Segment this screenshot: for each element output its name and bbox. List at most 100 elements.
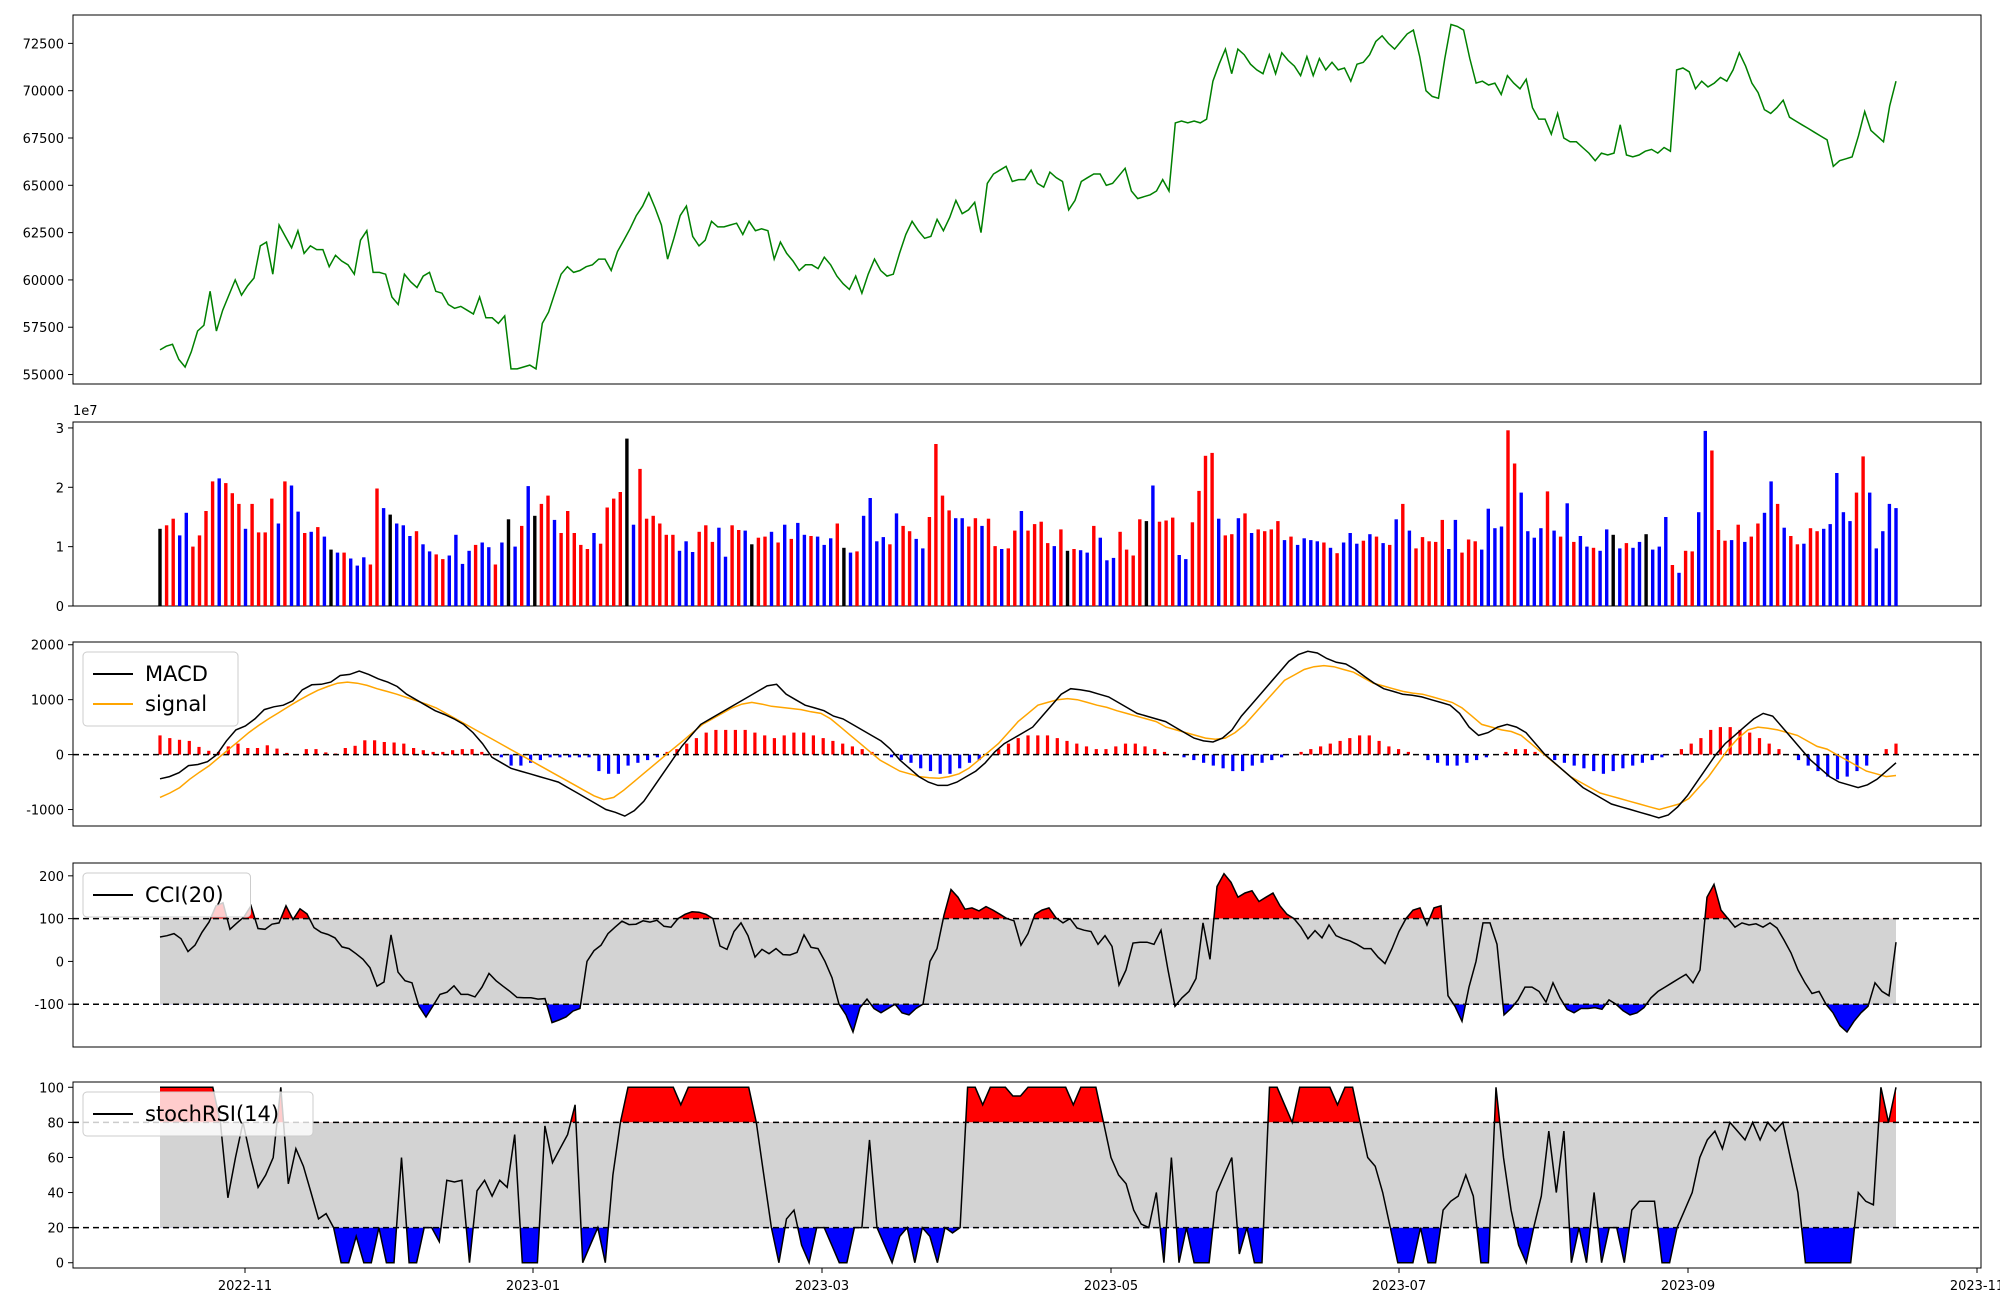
macd-histogram-bar <box>1036 735 1040 755</box>
volume-bar <box>684 541 688 606</box>
panel-1-ytick-label: 0 <box>56 600 64 615</box>
macd-histogram-bar <box>1094 749 1098 755</box>
volume-bar <box>1789 536 1793 606</box>
signal-line <box>159 664 1897 811</box>
macd-histogram-bar <box>470 749 474 755</box>
macd-histogram-bar <box>1796 754 1801 761</box>
volume-bar <box>1118 531 1122 606</box>
panel-4-ytick-label: 20 <box>47 1222 64 1237</box>
volume-bar <box>1223 535 1227 606</box>
volume-bar <box>270 498 274 606</box>
volume-bar <box>1499 526 1504 606</box>
macd-histogram-bar <box>460 749 464 755</box>
panel-4-ytick-label: 0 <box>56 1257 64 1272</box>
volume-bar <box>1480 549 1484 606</box>
volume-bar <box>421 544 425 606</box>
volume-bar <box>1348 533 1352 606</box>
volume-bar <box>1861 456 1865 606</box>
panel-0-ytick-label: 72500 <box>23 37 64 52</box>
xtick-label: 2023-03 <box>795 1279 849 1294</box>
panel-2-ytick-label: -1000 <box>26 804 64 819</box>
volume-bar <box>1565 503 1569 606</box>
volume-bar <box>1289 536 1293 606</box>
volume-bar <box>947 510 951 606</box>
macd-histogram-bar <box>1143 746 1147 755</box>
volume-bar <box>1065 550 1070 606</box>
volume-bar <box>677 550 682 606</box>
volume-bar <box>1203 455 1208 606</box>
volume-bar <box>1578 536 1583 606</box>
volume-bar <box>408 536 412 606</box>
macd-histogram-bar <box>431 751 435 755</box>
volume-bar <box>769 531 774 606</box>
macd-histogram-bar <box>441 751 445 755</box>
volume-bar <box>848 552 853 606</box>
volume-bar <box>342 552 346 606</box>
macd-histogram-bar <box>1611 754 1615 772</box>
macd-histogram-bar <box>1377 740 1381 755</box>
volume-bar <box>1111 557 1116 606</box>
volume-bar <box>1868 492 1872 606</box>
volume-bar <box>618 492 622 606</box>
macd-histogram-bar <box>714 729 718 755</box>
volume-bar <box>1591 547 1596 606</box>
volume-bar <box>493 564 498 606</box>
volume-bar <box>592 533 596 606</box>
volume-bar <box>1466 539 1471 606</box>
volume-bar <box>546 495 550 606</box>
volume-bar <box>743 530 747 606</box>
volume-bar <box>1828 524 1832 606</box>
macd-histogram-bar <box>1280 754 1284 758</box>
volume-bar <box>1039 521 1043 606</box>
volume-bar <box>980 525 984 606</box>
volume-bar <box>1749 536 1753 606</box>
volume-bar <box>940 495 945 606</box>
macd-histogram-bar <box>636 754 640 763</box>
macd-histogram-bar <box>363 740 367 755</box>
macd-histogram-bar <box>831 740 835 755</box>
macd-histogram-bar <box>1006 743 1011 755</box>
volume-bar <box>427 551 432 606</box>
volume-bar <box>191 546 195 606</box>
volume-bar <box>809 536 813 606</box>
xtick-label: 2023-09 <box>1661 1279 1715 1294</box>
volume-bar <box>612 498 616 606</box>
macd-histogram-bar <box>587 754 591 758</box>
panel-4-frame <box>72 1081 1982 1269</box>
panel-2-ytick-label: 0 <box>56 749 64 764</box>
macd-histogram-bar <box>1075 743 1079 755</box>
macd-histogram-bar <box>1845 754 1849 777</box>
macd-histogram-bar <box>1894 743 1898 755</box>
volume-bar <box>1210 452 1214 606</box>
macd-histogram-bar <box>850 746 854 755</box>
volume-bar <box>1394 519 1398 606</box>
volume-bar <box>362 557 366 606</box>
volume-bar <box>1309 540 1313 606</box>
volume-bar <box>638 468 642 606</box>
volume-bar <box>1729 540 1734 606</box>
macd-histogram-bar <box>772 738 776 755</box>
macd-histogram-bar <box>1065 740 1069 755</box>
panel-3-frame <box>72 862 1982 1048</box>
legend-macd-label: MACD <box>145 662 208 686</box>
macd-histogram-bar <box>1309 749 1313 755</box>
volume-bar <box>579 544 583 606</box>
volume-bar <box>1282 540 1287 606</box>
volume-bar <box>230 493 234 606</box>
macd-histogram-bar <box>1016 738 1020 755</box>
volume-bar <box>1506 430 1510 606</box>
macd-histogram-bar <box>1338 740 1342 755</box>
panel-0-frame <box>72 14 1982 385</box>
macd-histogram-bar <box>402 743 406 755</box>
volume-bar <box>907 531 912 606</box>
macd-histogram-bar <box>519 754 523 766</box>
macd-histogram-bar <box>1162 751 1167 755</box>
macd-histogram-bar <box>1592 754 1596 772</box>
macd-histogram-bar <box>1855 754 1859 772</box>
macd-histogram-bar <box>324 752 328 755</box>
panel-2-ytick-label: 1000 <box>31 694 64 709</box>
volume-bar <box>1545 491 1550 606</box>
volume-bar <box>500 542 504 606</box>
macd-histogram-bar <box>1660 754 1664 758</box>
volume-bar <box>1703 430 1707 606</box>
